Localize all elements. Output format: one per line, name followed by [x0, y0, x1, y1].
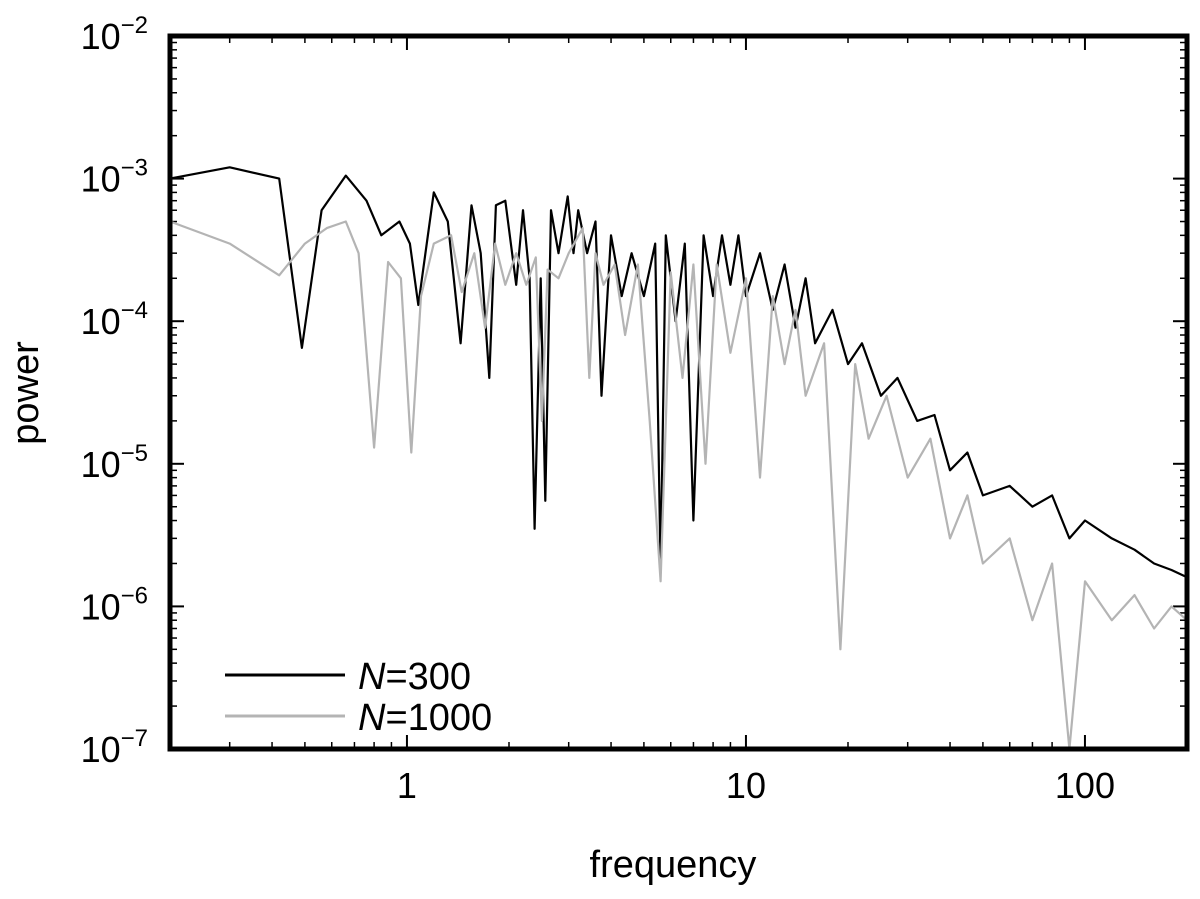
y-tick-labels: 10−210−310−410−510−610−7 — [81, 12, 148, 770]
y-tick-base: 10 — [81, 444, 121, 485]
y-tick-exponent: −3 — [121, 155, 148, 182]
y-tick-label: 10−7 — [81, 725, 148, 770]
y-tick-base: 10 — [81, 301, 121, 342]
y-tick-base: 10 — [81, 16, 121, 57]
y-tick-label: 10−2 — [81, 12, 148, 57]
plot-frame — [167, 33, 1190, 752]
y-tick-base: 10 — [81, 159, 121, 200]
legend-value-n1000: =1000 — [385, 697, 492, 739]
x-tick-label: 1 — [397, 765, 417, 806]
y-tick-base: 10 — [81, 729, 121, 770]
legend-var-n300: N — [358, 656, 386, 698]
series-line-n-300 — [169, 166, 1188, 579]
y-tick-base: 10 — [81, 586, 121, 627]
y-tick-exponent: −4 — [121, 297, 148, 324]
x-tick-label: 100 — [1055, 765, 1115, 806]
legend: N=300 N=1000 — [225, 656, 492, 739]
y-axis-title: power — [5, 341, 47, 445]
series-layer — [169, 166, 1188, 751]
x-axis-title: frequency — [590, 844, 757, 886]
x-tick-label: 10 — [726, 765, 766, 806]
y-tick-exponent: −5 — [121, 440, 148, 467]
y-tick-label: 10−6 — [81, 582, 148, 627]
y-tick-exponent: −6 — [121, 582, 148, 609]
y-tick-label: 10−4 — [81, 297, 148, 342]
legend-var-n1000: N — [358, 697, 386, 739]
legend-value-n300: =300 — [385, 656, 471, 698]
legend-label-n1000: N=1000 — [358, 697, 492, 739]
y-tick-exponent: −7 — [121, 725, 148, 752]
series-line-n-1000 — [169, 220, 1188, 751]
y-tick-exponent: −2 — [121, 12, 148, 39]
legend-label-n300: N=300 — [358, 656, 471, 698]
y-tick-label: 10−3 — [81, 155, 148, 200]
y-tick-label: 10−5 — [81, 440, 148, 485]
x-tick-labels: 1 10 100 — [397, 765, 1115, 806]
